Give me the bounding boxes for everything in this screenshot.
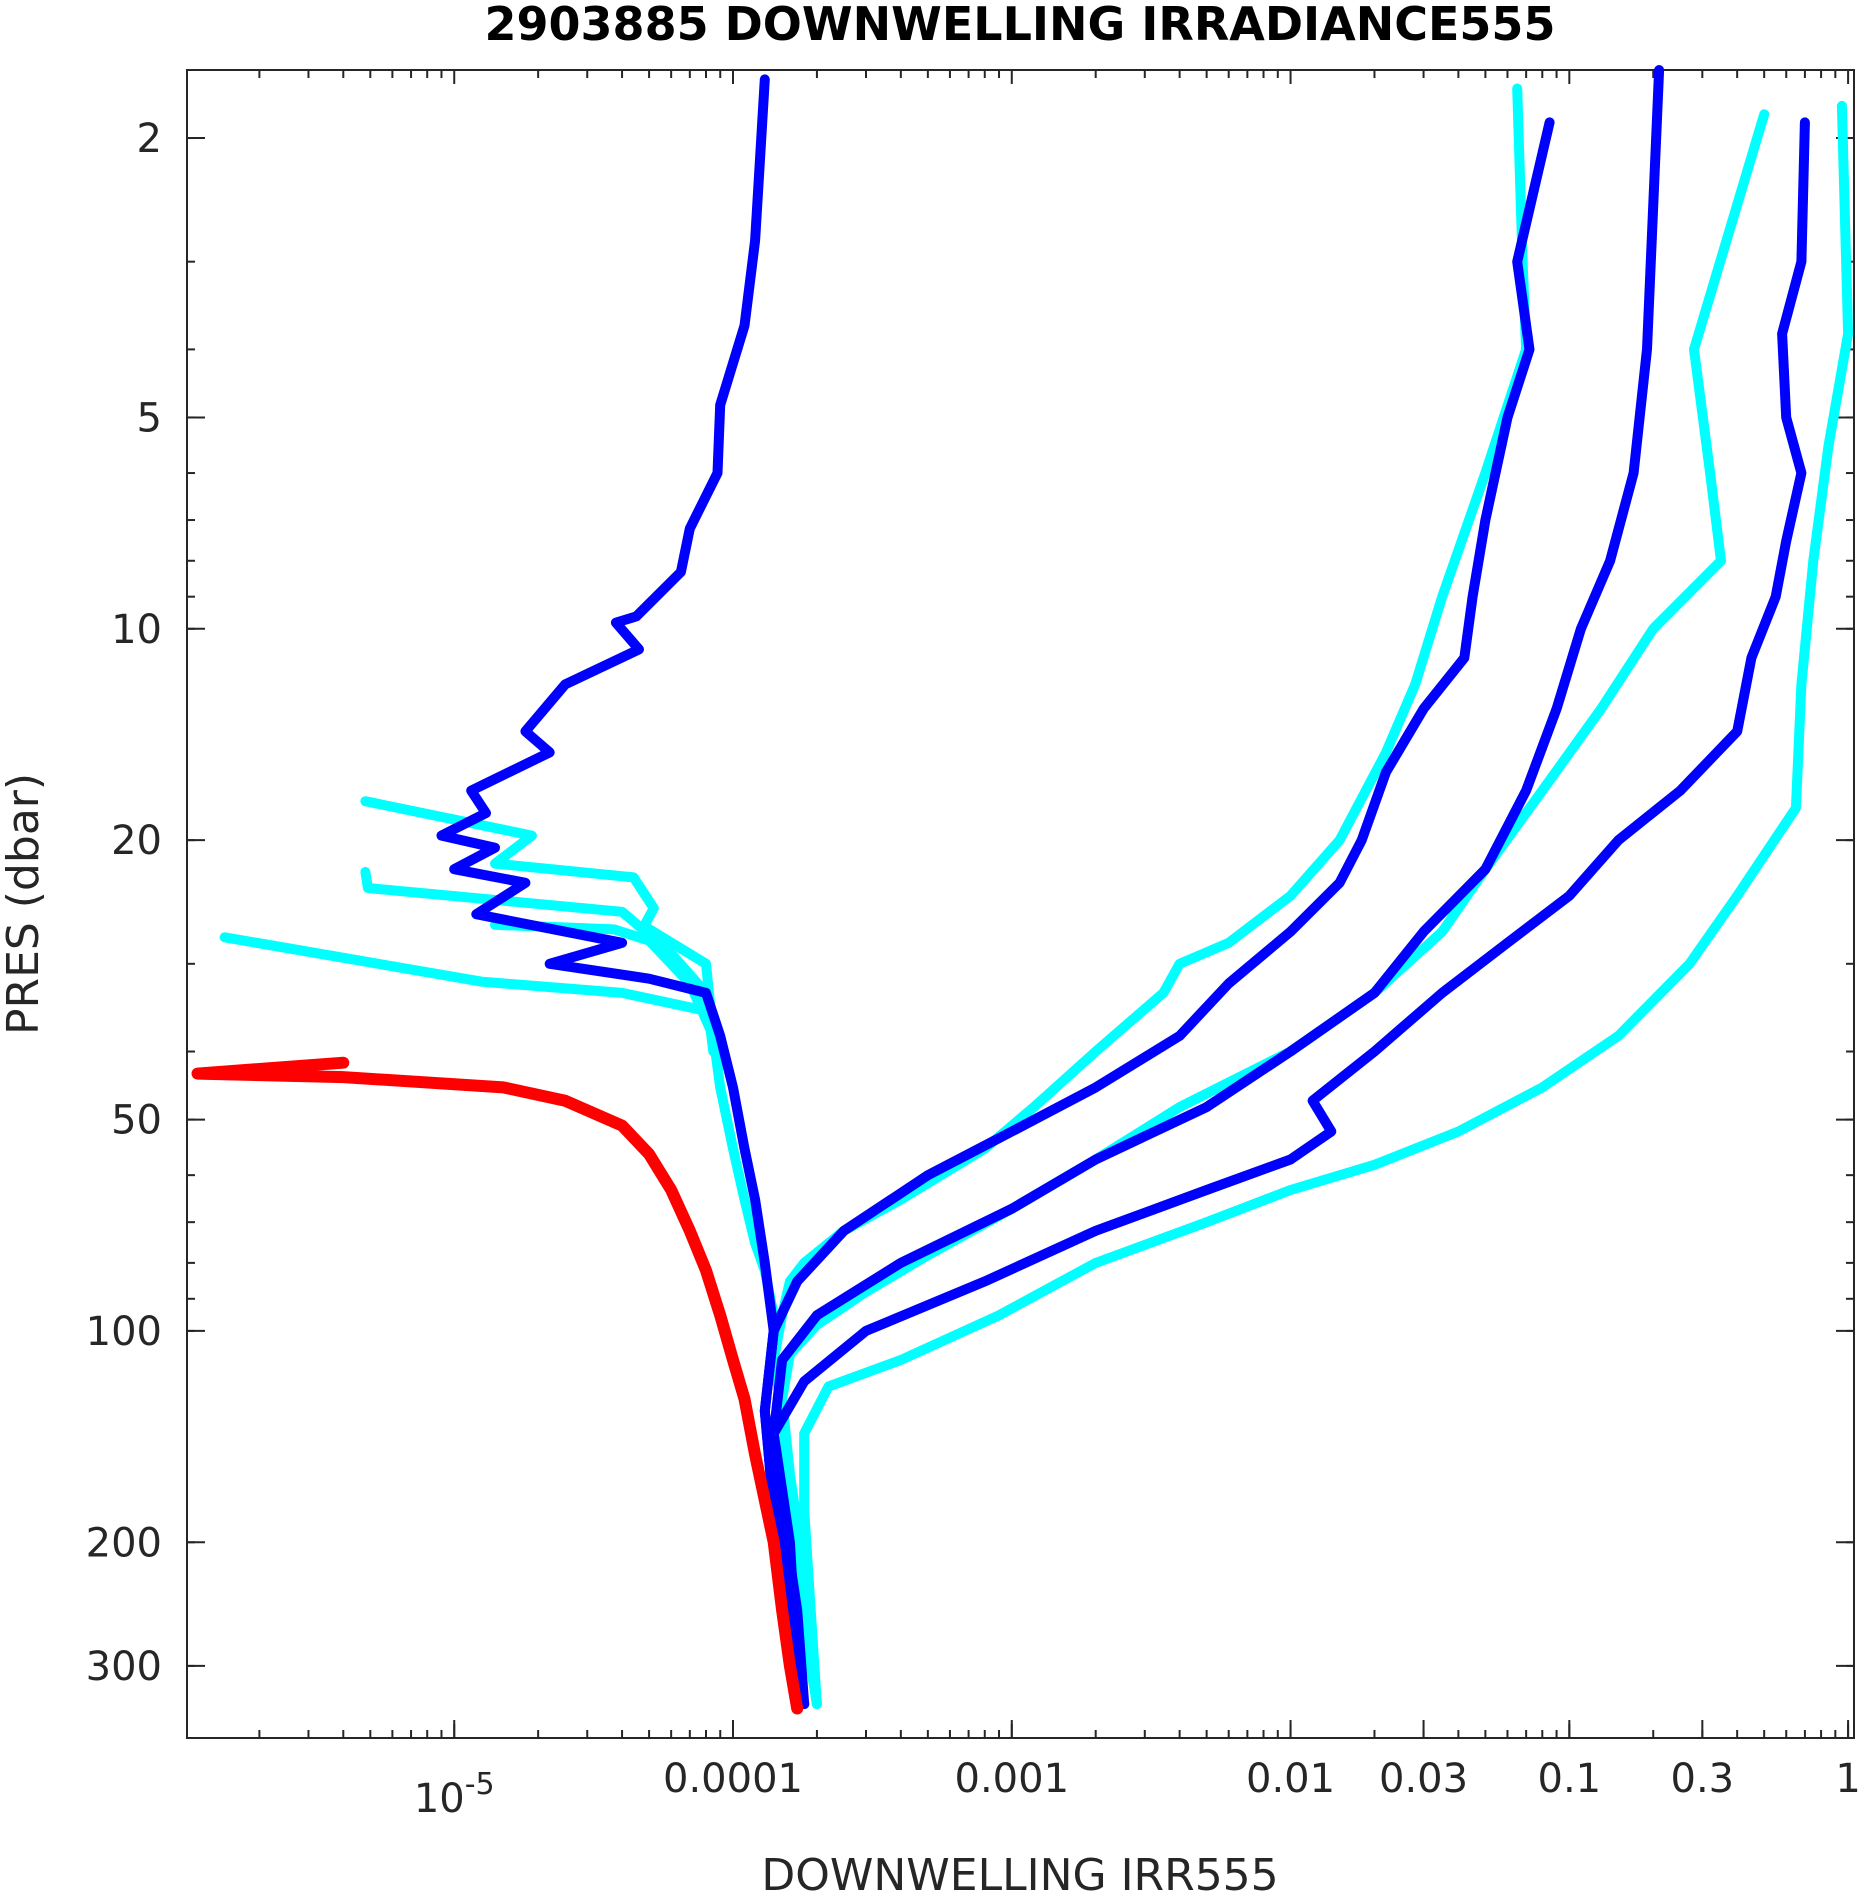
x-tick-label: 1 <box>1835 1756 1860 1802</box>
y-axis-title: PRES (dbar) <box>0 773 49 1035</box>
x-tick-label: 0.1 <box>1538 1756 1602 1802</box>
y-tick-label: 2 <box>137 116 162 162</box>
y-tick-label: 100 <box>86 1309 162 1355</box>
x-tick-label: 0.001 <box>955 1756 1070 1802</box>
y-tick-label: 200 <box>86 1520 162 1566</box>
series-line-7 <box>219 932 726 1072</box>
x-axis-title: DOWNWELLING IRR555 <box>761 1850 1278 1896</box>
y-tick-label: 300 <box>86 1644 162 1690</box>
x-tick-label: 0.01 <box>1246 1756 1335 1802</box>
series-line-11 <box>768 117 1810 1710</box>
y-tick-label: 10 <box>111 607 162 653</box>
series-line-4 <box>360 796 779 1321</box>
x-tick-label: 0.03 <box>1379 1756 1468 1802</box>
chart-title: 2903885 DOWNWELLING IRRADIANCE555 <box>485 0 1556 51</box>
series-line-1 <box>768 83 1532 1710</box>
series-line-9 <box>759 117 1555 1710</box>
axes: 10-5 0.0001 0.001 0.01 0.03 0.1 0.3 1 2 5 10 20 50 10… <box>86 69 1861 1822</box>
x-tick-label: 0.0001 <box>663 1756 803 1802</box>
series-line-8 <box>436 74 803 1710</box>
x-tick-label: 0.3 <box>1671 1756 1735 1802</box>
y-tick-label: 20 <box>111 818 162 864</box>
series-line-3 <box>799 100 1854 1710</box>
y-tick-label: 5 <box>137 395 162 441</box>
y-tick-label: 50 <box>111 1098 162 1144</box>
series-line-10 <box>768 65 1665 1710</box>
plot-frame <box>186 69 1855 1739</box>
series-line-5 <box>360 867 719 1057</box>
series-line-12 <box>191 1056 804 1715</box>
series-layer <box>191 65 1854 1715</box>
x-tick-label: 10-5 <box>414 1767 495 1822</box>
